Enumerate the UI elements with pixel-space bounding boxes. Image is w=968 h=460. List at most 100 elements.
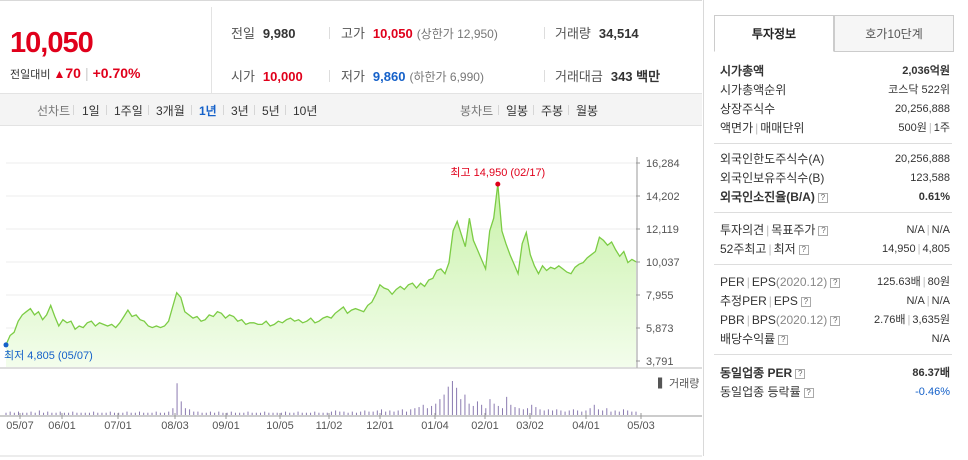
x-tick-label: 12/01 bbox=[366, 420, 394, 432]
high-annotation: 최고 14,950 (02/17) bbox=[450, 166, 545, 179]
y-tick-label: 5,873 bbox=[646, 323, 674, 335]
x-tick-label: 01/04 bbox=[421, 420, 449, 432]
price-area-fill bbox=[6, 184, 636, 367]
info-key: 투자의견 | 목표주가? bbox=[720, 221, 829, 240]
info-section-4: PER | EPS(2020.12)? 125.63배 | 80원 추정PER | EPS? N/… bbox=[714, 273, 952, 349]
high-point-marker bbox=[495, 181, 501, 187]
chart-period-tabs: 선차트 1일 1주일 3개월 1년 3년 5년 10년 봉차트 일봉 주봉 월봉 bbox=[0, 93, 702, 126]
volume-label: ▍거래량 bbox=[658, 377, 699, 390]
info-row: 동일업종 PER? 86.37배 bbox=[714, 364, 952, 383]
info-key: PBR | BPS(2020.12)? bbox=[720, 311, 841, 330]
price-chart: 16,284 14,202 12,119 10,037 7,955 5,873 3,791 최… bbox=[0, 127, 702, 457]
info-key: 외국인한도주식수(A) bbox=[720, 152, 825, 166]
info-row: 시가총액순위 코스닥 522위 bbox=[714, 81, 952, 100]
low-point-marker bbox=[3, 342, 9, 348]
help-icon[interactable]: ? bbox=[803, 387, 814, 398]
info-value: N/A bbox=[931, 333, 950, 345]
section-divider bbox=[714, 212, 952, 213]
help-icon[interactable]: ? bbox=[800, 296, 811, 307]
info-key: 동일업종 PER? bbox=[720, 364, 806, 383]
section-divider bbox=[714, 143, 952, 144]
stock-main-panel: 10,050 전일대비 ▲70 | +0.70% 전일 9,980 고가 10,050 (상… bbox=[0, 0, 702, 457]
info-row: 투자의견 | 목표주가? N/A | N/A bbox=[714, 221, 952, 240]
info-key: 동일업종 등락률? bbox=[720, 383, 814, 402]
info-row: 배당수익률? N/A bbox=[714, 330, 952, 349]
info-value: 125.63배 | 80원 bbox=[877, 276, 950, 288]
section-divider bbox=[714, 354, 952, 355]
info-row: PBR | BPS(2020.12)? 2.76배 | 3,635원 bbox=[714, 311, 952, 330]
tab-monthly-candle[interactable]: 월봉 bbox=[576, 104, 599, 118]
price-series-line bbox=[5, 184, 637, 346]
change-amount: 70 bbox=[65, 65, 81, 81]
info-value: N/A | N/A bbox=[906, 224, 950, 236]
info-row: 시가총액 2,036억원 bbox=[714, 62, 952, 81]
info-key: 상장주식수 bbox=[720, 102, 776, 116]
tab-weekly-candle[interactable]: 주봉 bbox=[541, 104, 564, 118]
info-row: 액면가 | 매매단위 500원 | 1주 bbox=[714, 119, 952, 138]
info-row: 상장주식수 20,256,888 bbox=[714, 100, 952, 119]
price-summary: 10,050 전일대비 ▲70 | +0.70% bbox=[0, 7, 211, 93]
x-tick-label: 02/01 bbox=[471, 420, 499, 432]
tab-1year[interactable]: 1년 bbox=[199, 104, 217, 118]
stat-open: 시가 10,000 bbox=[231, 69, 303, 84]
y-tick-label: 16,284 bbox=[646, 158, 680, 170]
y-tick-label: 12,119 bbox=[646, 224, 679, 236]
info-value: 20,256,888 bbox=[894, 153, 950, 165]
x-tick-label: 09/01 bbox=[212, 420, 240, 432]
stat-volume: 거래량 34,514 bbox=[555, 26, 639, 41]
line-chart-label: 선차트 bbox=[37, 104, 71, 118]
info-value: 0.61% bbox=[918, 191, 950, 203]
info-key: 배당수익률? bbox=[720, 330, 789, 349]
help-icon[interactable]: ? bbox=[818, 225, 829, 236]
info-key: 외국인소진율(B/A)? bbox=[720, 188, 828, 207]
help-icon[interactable]: ? bbox=[778, 334, 789, 345]
help-icon[interactable]: ? bbox=[830, 277, 841, 288]
info-value: 86.37배 bbox=[912, 367, 950, 379]
info-value: 500원 | 1주 bbox=[898, 122, 950, 134]
stat-trade-amount: 거래대금 343 백만 bbox=[555, 69, 661, 84]
tab-1day[interactable]: 1일 bbox=[82, 104, 100, 118]
info-value: 2,036억원 bbox=[902, 65, 950, 77]
section-divider bbox=[714, 264, 952, 265]
help-icon[interactable]: ? bbox=[795, 368, 806, 379]
y-tick-label: 10,037 bbox=[646, 257, 680, 269]
x-tick-label: 05/03 bbox=[627, 420, 655, 432]
current-price: 10,050 bbox=[10, 27, 94, 59]
tab-10year[interactable]: 10년 bbox=[293, 104, 318, 118]
info-row: PER | EPS(2020.12)? 125.63배 | 80원 bbox=[714, 273, 952, 292]
tab-5year[interactable]: 5년 bbox=[262, 104, 280, 118]
info-key: 시가총액순위 bbox=[720, 83, 787, 97]
tab-1week[interactable]: 1주일 bbox=[114, 104, 143, 118]
y-tick-label: 7,955 bbox=[646, 290, 674, 302]
stat-prev-close: 전일 9,980 bbox=[231, 26, 296, 41]
change-percent: +0.70% bbox=[92, 65, 141, 81]
info-value: 123,588 bbox=[910, 172, 950, 184]
x-tick-label: 07/01 bbox=[104, 420, 132, 432]
info-value: 코스닥 522위 bbox=[888, 84, 950, 96]
info-key: 시가총액 bbox=[720, 64, 765, 78]
info-row: 외국인한도주식수(A) 20,256,888 bbox=[714, 150, 952, 169]
info-row: 외국인보유주식수(B) 123,588 bbox=[714, 169, 952, 188]
info-row: 동일업종 등락률? -0.46% bbox=[714, 383, 952, 402]
info-value: N/A | N/A bbox=[906, 295, 950, 307]
info-key: 액면가 | 매매단위 bbox=[720, 121, 805, 135]
info-key: 외국인보유주식수(B) bbox=[720, 171, 825, 185]
help-icon[interactable]: ? bbox=[830, 315, 841, 326]
help-icon[interactable]: ? bbox=[817, 192, 828, 203]
tab-investment-info[interactable]: 투자정보 bbox=[714, 15, 834, 52]
tab-order-book[interactable]: 호가10단계 bbox=[834, 15, 954, 52]
tab-daily-candle[interactable]: 일봉 bbox=[506, 104, 529, 118]
help-icon[interactable]: ? bbox=[798, 244, 809, 255]
price-chart-svg: 16,284 14,202 12,119 10,037 7,955 5,873 3,791 최… bbox=[0, 127, 702, 457]
info-value: 2.76배 | 3,635원 bbox=[873, 314, 950, 326]
info-section-2: 외국인한도주식수(A) 20,256,888 외국인보유주식수(B) 123,588 외… bbox=[714, 150, 952, 207]
info-row: 추정PER | EPS? N/A | N/A bbox=[714, 292, 952, 311]
tab-3month[interactable]: 3개월 bbox=[156, 104, 185, 118]
info-key: 추정PER | EPS? bbox=[720, 292, 811, 311]
info-key: 52주최고 | 최저? bbox=[720, 240, 809, 259]
x-tick-label: 08/03 bbox=[161, 420, 189, 432]
x-tick-label: 11/02 bbox=[316, 420, 343, 432]
tab-3year[interactable]: 3년 bbox=[231, 104, 249, 118]
